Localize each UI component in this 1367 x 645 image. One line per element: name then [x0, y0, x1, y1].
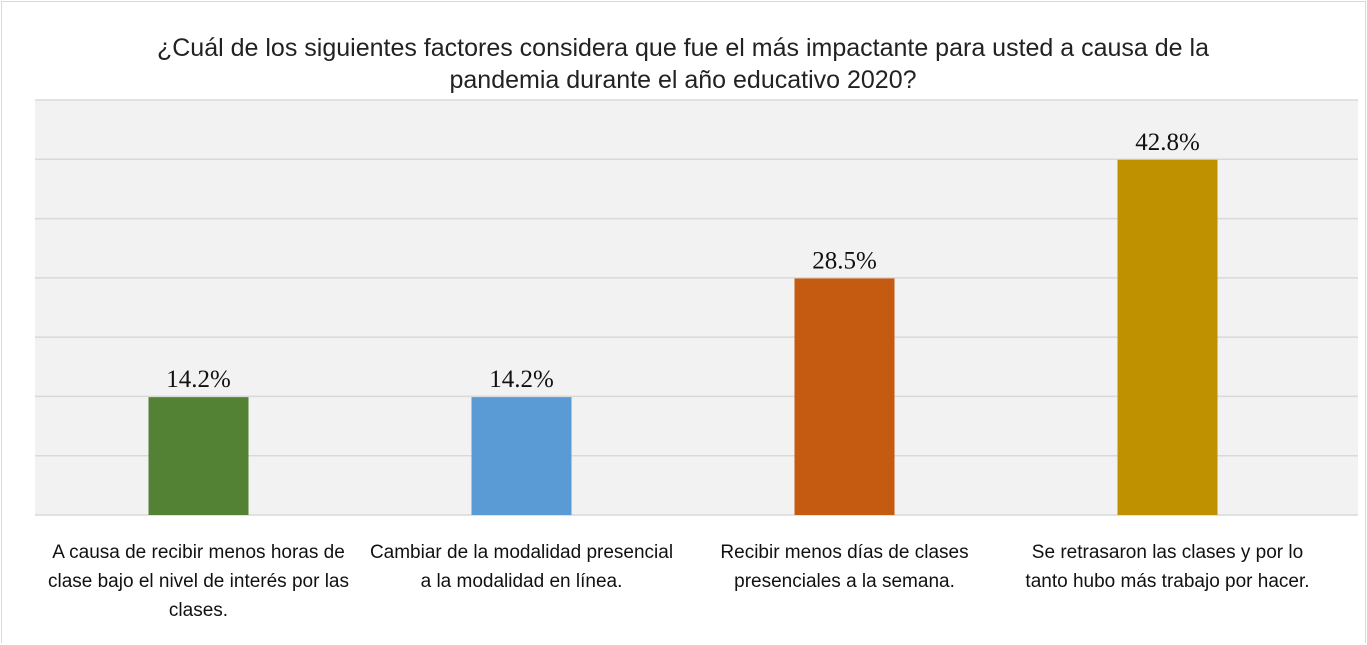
- x-tick-label: A causa de recibir menos horas de clase …: [47, 542, 349, 621]
- data-label: 42.8%: [1135, 129, 1200, 156]
- data-label: 14.2%: [166, 366, 231, 393]
- bar: [148, 397, 249, 515]
- chart-title: ¿Cuál de los siguientes factores conside…: [156, 34, 1209, 94]
- data-label: 14.2%: [489, 366, 554, 393]
- x-tick-label: Cambiar de la modalidad presencial a la …: [369, 542, 674, 592]
- bar: [794, 278, 895, 515]
- data-label: 28.5%: [812, 247, 877, 274]
- x-tick-label: Recibir menos días de clases presenciale…: [720, 542, 969, 592]
- bar: [471, 397, 572, 515]
- x-tick-label: Se retrasaron las clases y por lo tanto …: [1025, 542, 1310, 592]
- bar: [1117, 159, 1218, 515]
